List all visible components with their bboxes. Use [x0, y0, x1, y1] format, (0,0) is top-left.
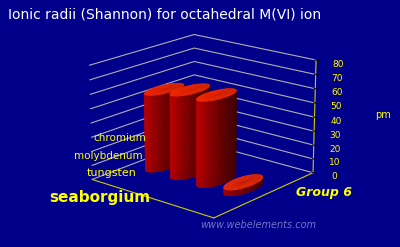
Text: Ionic radii (Shannon) for octahedral M(VI) ion: Ionic radii (Shannon) for octahedral M(V…: [8, 7, 321, 21]
Text: chromium: chromium: [94, 133, 146, 143]
Text: tungsten: tungsten: [87, 168, 137, 178]
Text: www.webelements.com: www.webelements.com: [200, 220, 316, 230]
Text: Group 6: Group 6: [296, 186, 352, 199]
Text: seaborgium: seaborgium: [50, 190, 150, 205]
Text: molybdenum: molybdenum: [74, 151, 142, 161]
